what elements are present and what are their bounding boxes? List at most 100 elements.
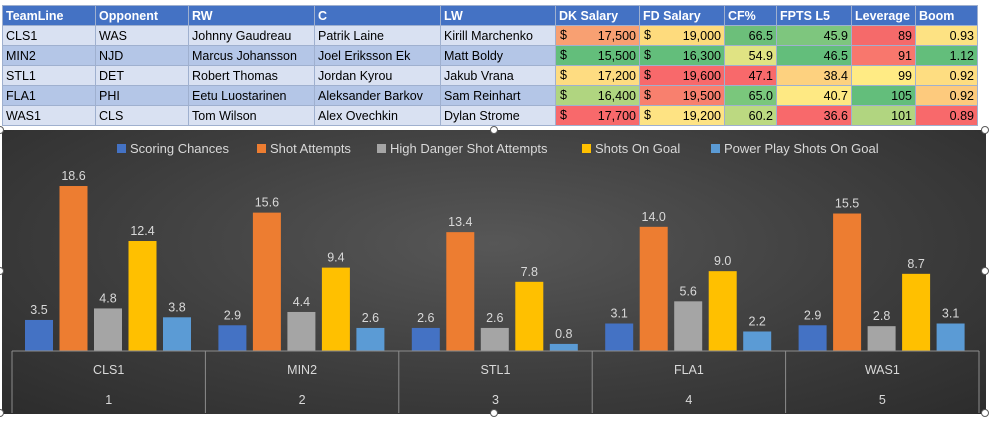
bar[interactable]: [639, 226, 668, 351]
cell-fd-salary[interactable]: $19,200: [639, 105, 725, 126]
cell-leverage[interactable]: 101: [851, 105, 916, 126]
cell-fpts-l5[interactable]: 46.5: [776, 45, 852, 66]
header-opponent[interactable]: Opponent: [95, 5, 189, 26]
header-fpts-l5[interactable]: FPTS L5: [776, 5, 852, 26]
cell-opponent[interactable]: CLS: [95, 105, 189, 126]
bar[interactable]: [867, 326, 896, 351]
bar[interactable]: [218, 325, 247, 351]
bar[interactable]: [549, 343, 578, 351]
bar-chart[interactable]: Scoring Chances Shot Attempts High Danger …: [2, 130, 986, 414]
bar[interactable]: [287, 311, 316, 351]
cell-fd-salary[interactable]: $19,600: [639, 65, 725, 86]
header-teamline[interactable]: TeamLine: [2, 5, 96, 26]
legend-entry[interactable]: Shot Attempts: [257, 141, 351, 156]
cell-c[interactable]: Joel Eriksson Ek: [314, 45, 441, 66]
bar[interactable]: [25, 319, 53, 351]
resize-handle-bottom-middle[interactable]: [490, 409, 498, 417]
cell-dk-salary[interactable]: $17,500: [555, 25, 640, 46]
cell-boom[interactable]: 0.93: [915, 25, 978, 46]
cell-fpts-l5[interactable]: 40.7: [776, 85, 852, 106]
cell-fpts-l5[interactable]: 38.4: [776, 65, 852, 86]
header-leverage[interactable]: Leverage: [851, 5, 916, 26]
cell-leverage[interactable]: 99: [851, 65, 916, 86]
cell-teamline[interactable]: MIN2: [2, 45, 96, 66]
cell-teamline[interactable]: FLA1: [2, 85, 96, 106]
cell-lw[interactable]: Jakub Vrana: [440, 65, 556, 86]
cell-c[interactable]: Patrik Laine: [314, 25, 441, 46]
bar[interactable]: [411, 327, 440, 351]
cell-teamline[interactable]: CLS1: [2, 25, 96, 46]
cell-fd-salary[interactable]: $16,300: [639, 45, 725, 66]
cell-leverage[interactable]: 105: [851, 85, 916, 106]
legend-entry[interactable]: Scoring Chances: [117, 141, 229, 156]
bar[interactable]: [515, 281, 544, 351]
resize-handle-top-right[interactable]: [981, 126, 989, 134]
bar[interactable]: [356, 327, 385, 351]
cell-opponent[interactable]: PHI: [95, 85, 189, 106]
resize-handle-middle-right[interactable]: [981, 267, 989, 275]
resize-handle-bottom-left[interactable]: [0, 409, 4, 417]
cell-opponent[interactable]: WAS: [95, 25, 189, 46]
header-c[interactable]: C: [314, 5, 441, 26]
cell-lw[interactable]: Kirill Marchenko: [440, 25, 556, 46]
cell-teamline[interactable]: STL1: [2, 65, 96, 86]
cell-opponent[interactable]: DET: [95, 65, 189, 86]
header-fd-salary[interactable]: FD Salary: [639, 5, 725, 26]
bar[interactable]: [743, 331, 772, 351]
cell-fd-salary[interactable]: $19,000: [639, 25, 725, 46]
cell-fd-salary[interactable]: $19,500: [639, 85, 725, 106]
legend-entry[interactable]: High Danger Shot Attempts: [377, 141, 548, 156]
header-cf-pct[interactable]: CF%: [724, 5, 777, 26]
bar[interactable]: [674, 301, 703, 351]
cell-dk-salary[interactable]: $16,400: [555, 85, 640, 106]
bar[interactable]: [902, 273, 931, 351]
bar[interactable]: [321, 267, 350, 351]
resize-handle-bottom-right[interactable]: [981, 409, 989, 417]
header-rw[interactable]: RW: [188, 5, 315, 26]
cell-rw[interactable]: Marcus Johansson: [188, 45, 315, 66]
cell-boom[interactable]: 0.92: [915, 85, 978, 106]
header-lw[interactable]: LW: [440, 5, 556, 26]
cell-cf-pct[interactable]: 54.9: [724, 45, 777, 66]
cell-cf-pct[interactable]: 65.0: [724, 85, 777, 106]
cell-dk-salary[interactable]: $17,700: [555, 105, 640, 126]
bar[interactable]: [833, 213, 862, 351]
cell-lw[interactable]: Sam Reinhart: [440, 85, 556, 106]
cell-leverage[interactable]: 89: [851, 25, 916, 46]
cell-dk-salary[interactable]: $17,200: [555, 65, 640, 86]
header-dk-salary[interactable]: DK Salary: [555, 5, 640, 26]
cell-rw[interactable]: Tom Wilson: [188, 105, 315, 126]
legend-entry[interactable]: Power Play Shots On Goal: [711, 141, 879, 156]
cell-rw[interactable]: Robert Thomas: [188, 65, 315, 86]
header-boom[interactable]: Boom: [915, 5, 978, 26]
cell-lw[interactable]: Matt Boldy: [440, 45, 556, 66]
cell-leverage[interactable]: 91: [851, 45, 916, 66]
bar[interactable]: [163, 317, 191, 351]
cell-fpts-l5[interactable]: 36.6: [776, 105, 852, 126]
bar[interactable]: [59, 186, 88, 351]
legend-entry[interactable]: Shots On Goal: [582, 141, 680, 156]
bar[interactable]: [936, 323, 965, 351]
bar[interactable]: [128, 241, 157, 351]
cell-dk-salary[interactable]: $15,500: [555, 45, 640, 66]
cell-fpts-l5[interactable]: 45.9: [776, 25, 852, 46]
cell-teamline[interactable]: WAS1: [2, 105, 96, 126]
cell-rw[interactable]: Johnny Gaudreau: [188, 25, 315, 46]
cell-cf-pct[interactable]: 66.5: [724, 25, 777, 46]
cell-cf-pct[interactable]: 60.2: [724, 105, 777, 126]
bar[interactable]: [94, 308, 122, 351]
cell-boom[interactable]: 0.89: [915, 105, 978, 126]
bar[interactable]: [480, 327, 509, 351]
cell-rw[interactable]: Eetu Luostarinen: [188, 85, 315, 106]
cell-boom[interactable]: 1.12: [915, 45, 978, 66]
cell-lw[interactable]: Dylan Strome: [440, 105, 556, 126]
cell-cf-pct[interactable]: 47.1: [724, 65, 777, 86]
cell-opponent[interactable]: NJD: [95, 45, 189, 66]
bar[interactable]: [446, 232, 475, 351]
resize-handle-top-middle[interactable]: [490, 126, 498, 134]
bar[interactable]: [798, 325, 827, 351]
bar[interactable]: [708, 271, 737, 351]
bar[interactable]: [252, 212, 281, 351]
cell-c[interactable]: Jordan Kyrou: [314, 65, 441, 86]
cell-c[interactable]: Aleksander Barkov: [314, 85, 441, 106]
